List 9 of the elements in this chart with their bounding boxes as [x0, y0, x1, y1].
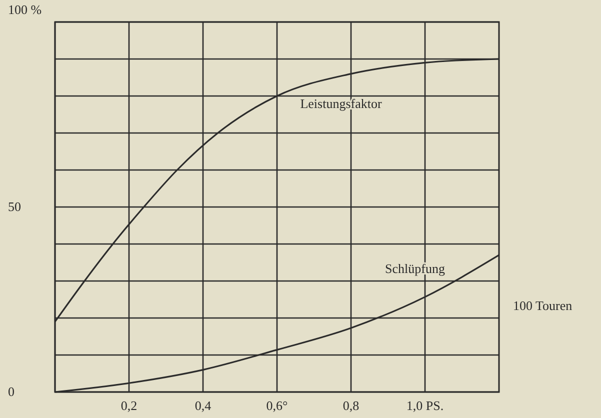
x-tick-label: 0,8 [342, 398, 360, 413]
text: 100 Touren [513, 298, 573, 313]
y-tick-label: 50 [8, 199, 21, 214]
y-tick-label: 0 [8, 384, 14, 399]
x-tick-label: 0,4 [194, 398, 212, 413]
x-tick-label: 0,6° [266, 398, 288, 413]
x-tick-label: 0,2 [120, 398, 138, 413]
x-tick-label: 1,0 PS. [406, 398, 444, 413]
y-tick-label: 100 % [8, 2, 42, 17]
